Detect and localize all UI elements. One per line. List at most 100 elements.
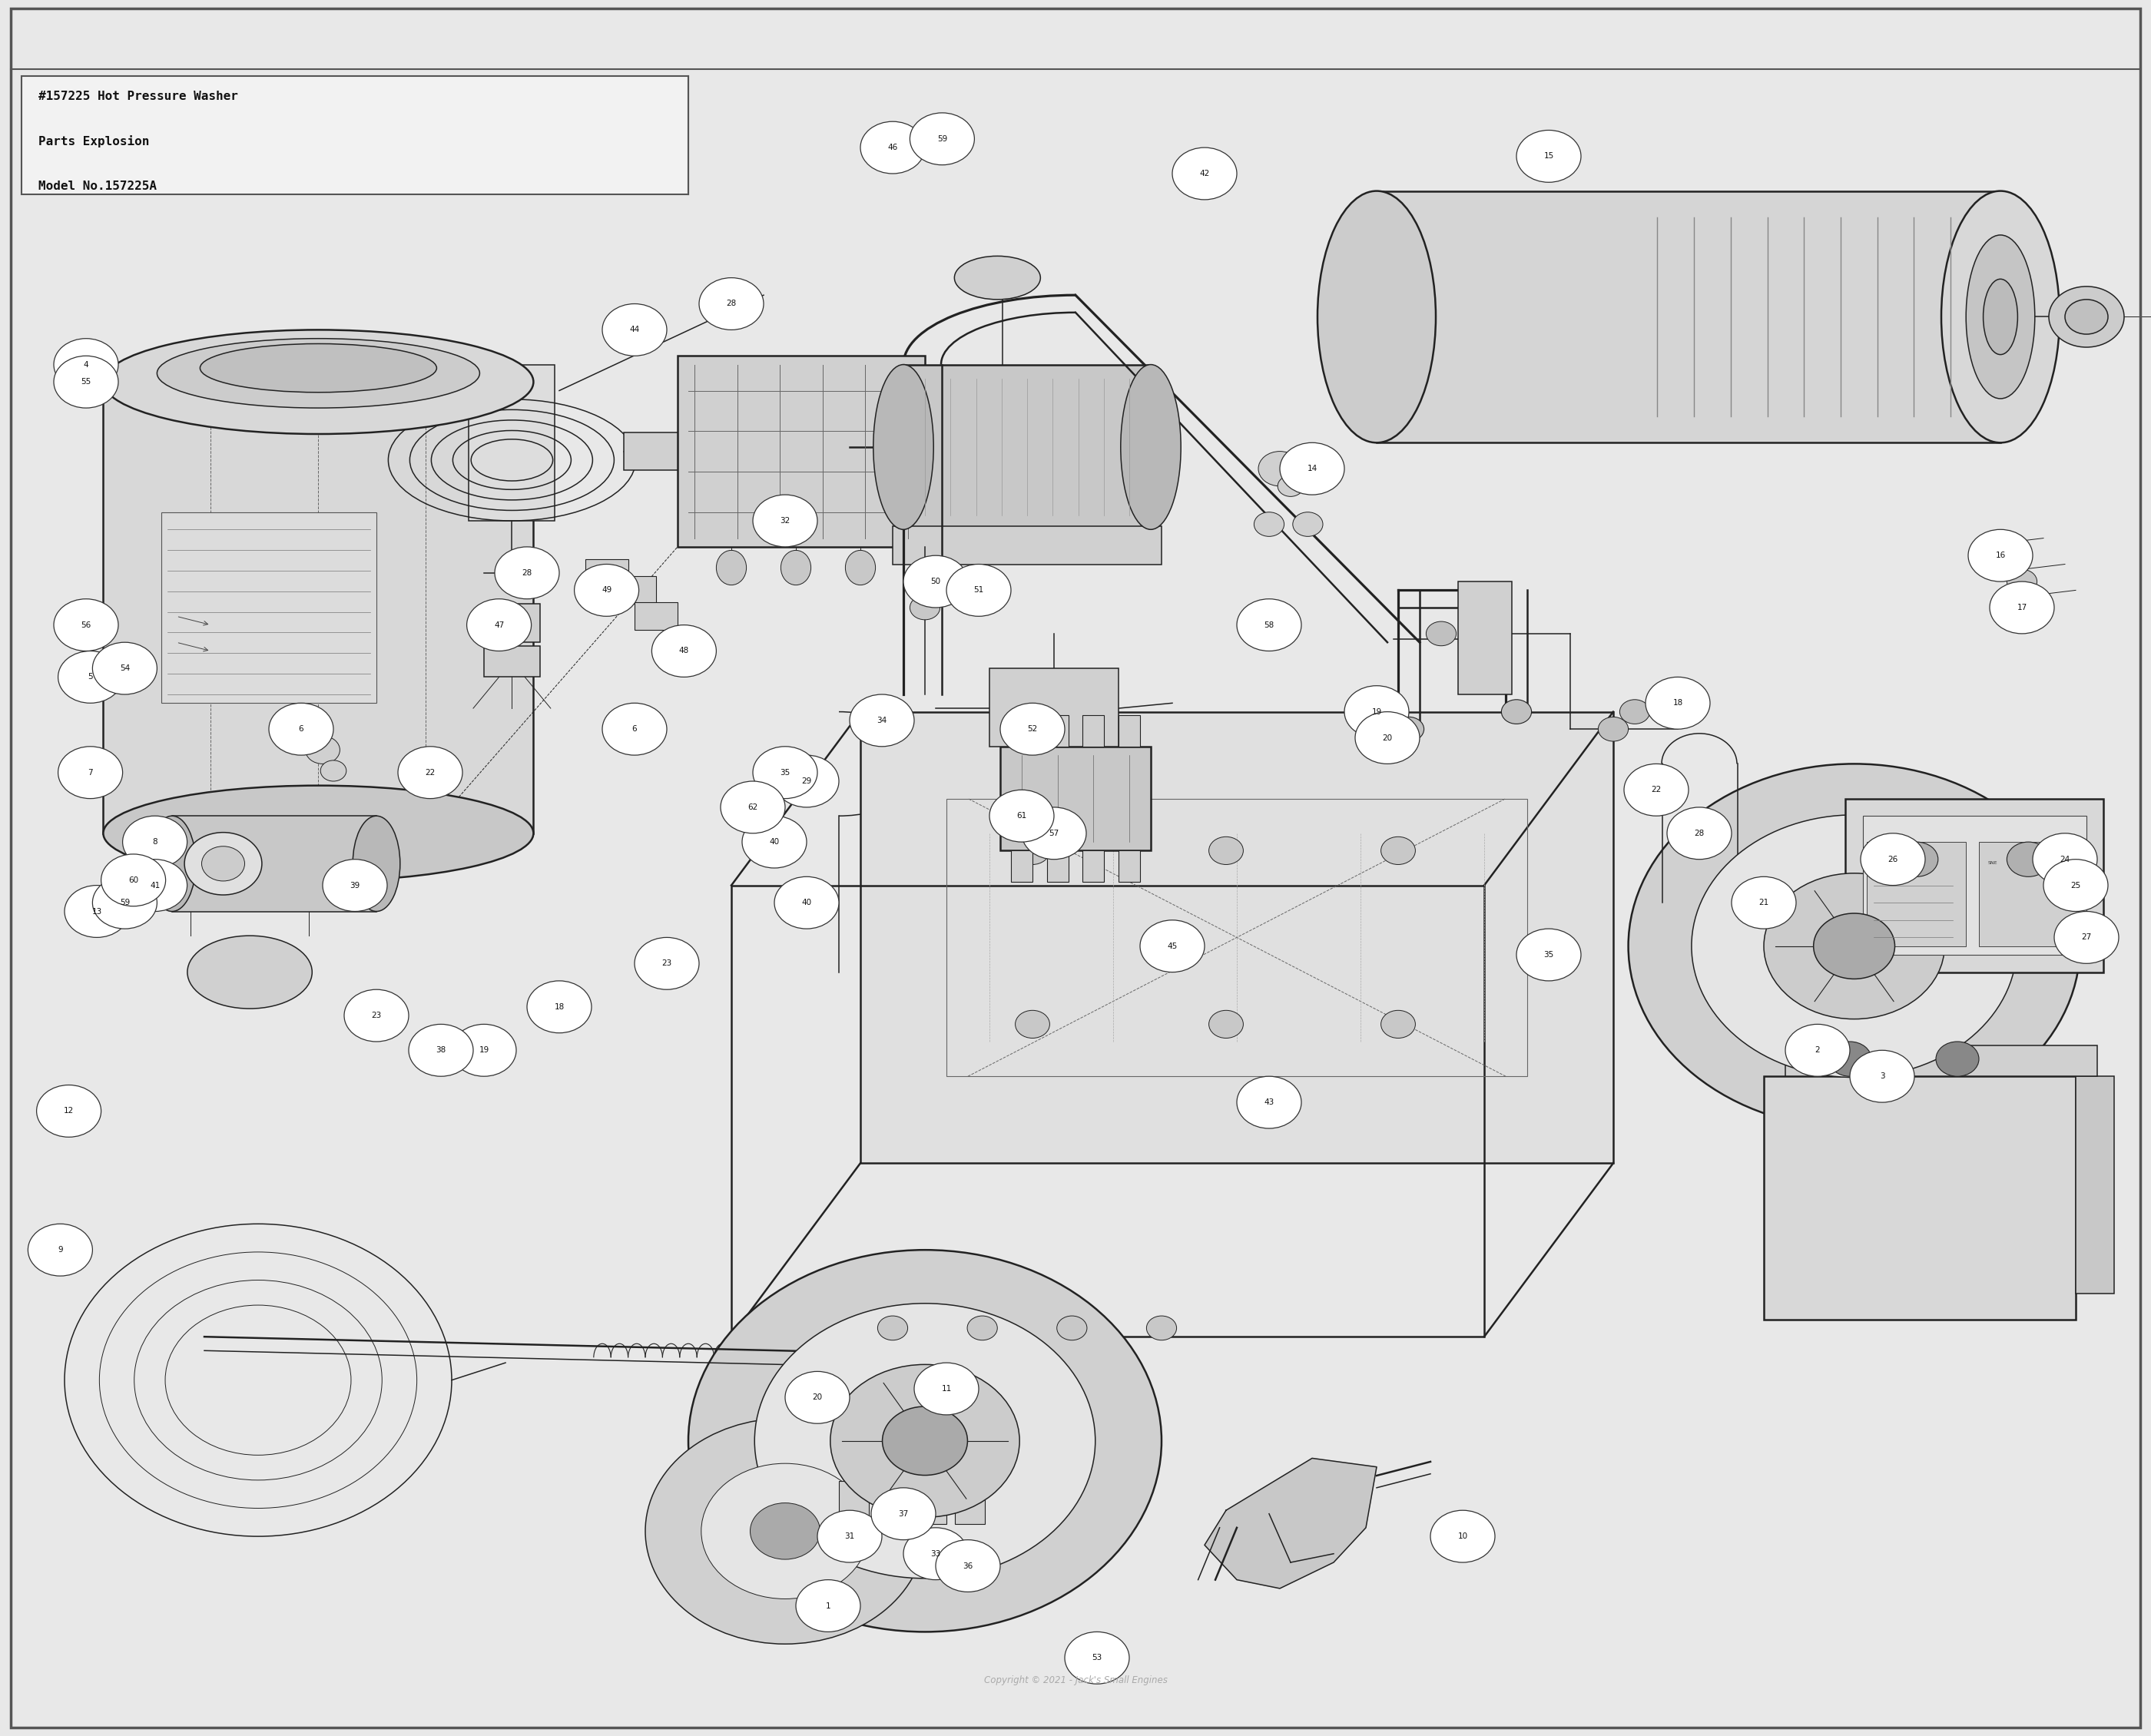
Circle shape <box>753 746 817 799</box>
Circle shape <box>1936 1042 1979 1076</box>
Circle shape <box>1293 512 1323 536</box>
Text: 59: 59 <box>938 135 946 142</box>
Circle shape <box>1355 712 1420 764</box>
Text: 51: 51 <box>974 587 983 594</box>
Circle shape <box>58 651 123 703</box>
Text: 16: 16 <box>1996 552 2005 559</box>
Text: 13: 13 <box>92 908 101 915</box>
Bar <box>1119 851 1140 882</box>
Circle shape <box>37 1085 101 1137</box>
Circle shape <box>1426 621 1456 646</box>
Circle shape <box>914 1363 979 1415</box>
Circle shape <box>92 877 157 929</box>
Ellipse shape <box>1121 365 1181 529</box>
Text: 37: 37 <box>899 1510 908 1517</box>
Text: 54: 54 <box>120 665 129 672</box>
Circle shape <box>796 1580 860 1632</box>
Text: Parts Explosion: Parts Explosion <box>39 135 151 148</box>
Circle shape <box>850 694 914 746</box>
Circle shape <box>774 755 839 807</box>
Circle shape <box>882 1406 968 1476</box>
Circle shape <box>574 564 639 616</box>
Circle shape <box>1828 1042 1871 1076</box>
Circle shape <box>1308 453 1338 477</box>
Circle shape <box>1785 1024 1850 1076</box>
Text: 4: 4 <box>84 361 88 368</box>
Text: 28: 28 <box>1695 830 1704 837</box>
Text: 29: 29 <box>802 778 811 785</box>
Bar <box>1377 191 2000 443</box>
Circle shape <box>398 746 462 799</box>
Text: Model No.157225A: Model No.157225A <box>39 181 157 193</box>
Bar <box>585 559 628 587</box>
Text: 7: 7 <box>88 769 92 776</box>
Circle shape <box>1598 717 1628 741</box>
Circle shape <box>1628 764 2080 1128</box>
Circle shape <box>1990 582 2054 634</box>
Text: Copyright © 2021 - Jack's Small Engines: Copyright © 2021 - Jack's Small Engines <box>983 1675 1168 1686</box>
Circle shape <box>101 854 166 906</box>
Text: 58: 58 <box>1265 621 1273 628</box>
Circle shape <box>1895 842 1938 877</box>
Text: 61: 61 <box>1017 812 1026 819</box>
Circle shape <box>185 833 262 896</box>
Circle shape <box>645 1418 925 1644</box>
Text: 32: 32 <box>781 517 789 524</box>
Circle shape <box>1015 1010 1050 1038</box>
Bar <box>484 604 540 642</box>
Text: 49: 49 <box>602 587 611 594</box>
Circle shape <box>1146 1316 1177 1340</box>
Text: 19: 19 <box>1372 708 1381 715</box>
Ellipse shape <box>187 936 312 1009</box>
Circle shape <box>1850 1050 1914 1102</box>
Text: 22: 22 <box>1652 786 1661 793</box>
Ellipse shape <box>716 550 746 585</box>
Bar <box>1011 851 1032 882</box>
Circle shape <box>753 495 817 547</box>
Bar <box>1011 715 1032 746</box>
Circle shape <box>1516 130 1581 182</box>
Bar <box>635 602 678 630</box>
Text: 11: 11 <box>942 1385 951 1392</box>
Circle shape <box>1624 764 1689 816</box>
Circle shape <box>54 356 118 408</box>
Text: 18: 18 <box>555 1003 564 1010</box>
Circle shape <box>1985 543 2015 568</box>
Circle shape <box>699 278 764 330</box>
Circle shape <box>1258 451 1301 486</box>
Ellipse shape <box>103 785 533 882</box>
Bar <box>860 712 1613 1163</box>
Ellipse shape <box>873 365 934 529</box>
Circle shape <box>92 642 157 694</box>
Circle shape <box>54 599 118 651</box>
Circle shape <box>1209 837 1243 865</box>
Circle shape <box>202 847 245 882</box>
Ellipse shape <box>148 816 196 911</box>
Bar <box>731 885 1484 1337</box>
Text: 48: 48 <box>680 648 688 654</box>
Bar <box>678 356 925 547</box>
Text: 35: 35 <box>781 769 789 776</box>
Circle shape <box>1381 837 1415 865</box>
Text: 21: 21 <box>1760 899 1768 906</box>
Text: 35: 35 <box>1544 951 1553 958</box>
Bar <box>1458 582 1512 694</box>
Bar <box>2076 1076 2114 1293</box>
Text: 31: 31 <box>845 1533 854 1540</box>
Circle shape <box>1209 1010 1243 1038</box>
Ellipse shape <box>781 550 811 585</box>
Bar <box>172 816 376 911</box>
Text: 41: 41 <box>151 882 159 889</box>
Circle shape <box>774 877 839 929</box>
Circle shape <box>903 1528 968 1580</box>
Bar <box>1764 1076 2076 1319</box>
Circle shape <box>742 816 807 868</box>
Circle shape <box>1140 920 1205 972</box>
Circle shape <box>409 1024 473 1076</box>
Bar <box>469 365 555 521</box>
Circle shape <box>635 937 699 990</box>
Circle shape <box>1056 1316 1086 1340</box>
Text: 3: 3 <box>1880 1073 1884 1080</box>
Circle shape <box>467 599 531 651</box>
Circle shape <box>1237 1076 1301 1128</box>
